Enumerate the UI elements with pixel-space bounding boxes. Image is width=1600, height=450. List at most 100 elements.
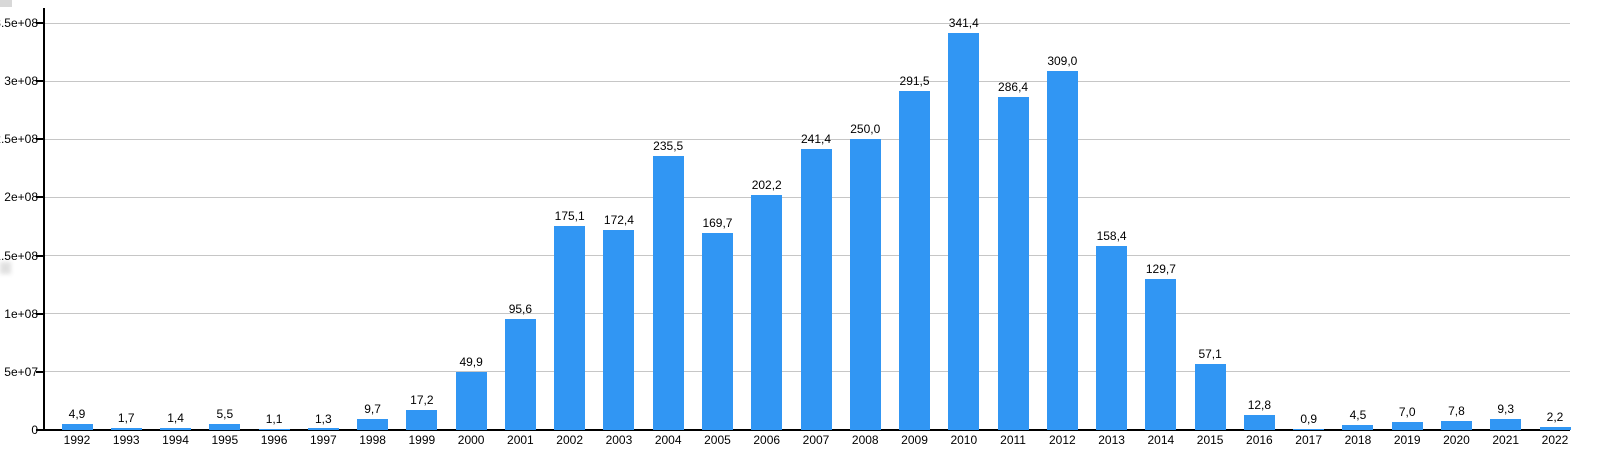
y-tick-label: 5e+07: [4, 364, 38, 379]
bar-value-label: 175,1: [554, 209, 585, 224]
x-tick-label: 1999: [408, 433, 436, 447]
x-tick-label: 2017: [1295, 433, 1322, 447]
gridline: [44, 22, 1570, 24]
x-tick-label: 2000: [457, 433, 485, 447]
bar-value-label: 158,4: [1096, 228, 1127, 243]
x-tick-label: 2004: [654, 433, 682, 447]
bar: [455, 371, 487, 430]
x-tick-label: 2006: [753, 433, 781, 447]
x-tick-label: 1998: [359, 433, 386, 447]
x-tick-label: 2016: [1246, 433, 1273, 447]
bar-value-label: 7,0: [1398, 404, 1416, 419]
y-tick: [36, 80, 44, 83]
gridline: [44, 138, 1570, 140]
bar-value-label: 286,4: [998, 79, 1029, 94]
bar: [899, 91, 931, 430]
bar: [701, 232, 733, 430]
x-tick-label: 2003: [605, 433, 633, 447]
y-tick-label: 2e+08: [4, 190, 38, 205]
bar: [1293, 428, 1325, 430]
x-tick-label: 2018: [1344, 433, 1372, 447]
bar: [554, 226, 586, 430]
bar-value-label: 9,3: [1497, 402, 1515, 417]
y-tick-label: 0: [31, 423, 38, 437]
x-tick-label: 2005: [704, 433, 731, 447]
bar-value-label: 1,3: [314, 411, 332, 426]
bar: [603, 229, 635, 430]
bar: [1145, 279, 1177, 430]
x-tick-label: 2008: [851, 433, 879, 447]
bar: [1490, 419, 1522, 430]
x-tick-label: 2001: [507, 433, 534, 447]
bar-value-label: 4,5: [1349, 407, 1367, 422]
bar-value-label: 309,0: [1047, 53, 1078, 68]
x-tick-label: 2007: [802, 433, 830, 447]
bar-value-label: 1,1: [265, 411, 283, 426]
x-tick-label: 2021: [1492, 433, 1520, 447]
corner-artifact: [0, 0, 12, 7]
bar: [1096, 245, 1128, 430]
y-tick-label: 3.5e+08: [0, 16, 38, 30]
bar-value-label: 5,5: [216, 406, 234, 421]
bar: [1440, 420, 1472, 430]
x-tick-label: 2002: [556, 433, 583, 447]
bar-value-label: 9,7: [364, 401, 381, 416]
bar: [652, 156, 684, 430]
y-tick: [36, 22, 44, 24]
bar: [997, 96, 1029, 430]
y-tick-label: 1e+08: [4, 306, 38, 321]
x-tick-label: 2010: [950, 433, 978, 447]
bar: [1539, 427, 1571, 430]
y-tick: [36, 312, 44, 315]
bar: [258, 428, 290, 430]
bar-value-label: 250,0: [850, 122, 881, 137]
bar-value-label: 0,9: [1300, 411, 1317, 426]
bar: [1194, 363, 1226, 430]
x-tick-label: 1993: [112, 433, 140, 447]
bar-value-label: 202,2: [751, 177, 782, 192]
y-tick: [36, 429, 44, 431]
x-tick-label: 2022: [1541, 433, 1569, 447]
bar-value-label: 172,4: [603, 212, 634, 227]
bar-value-label: 12,8: [1247, 398, 1272, 413]
bar-value-label: 2,2: [1546, 410, 1564, 425]
bar-value-label: 341,4: [948, 16, 979, 31]
bar: [110, 428, 142, 430]
x-tick-label: 2014: [1147, 433, 1175, 447]
bar: [849, 139, 881, 430]
y-axis-line: [43, 8, 45, 431]
bar: [1342, 424, 1374, 430]
bar: [751, 194, 783, 430]
y-tick-label: 2.5e+08: [0, 132, 38, 147]
bar: [406, 409, 438, 430]
bar-value-label: 291,5: [899, 74, 930, 89]
bar-value-label: 7,8: [1448, 403, 1465, 418]
x-tick-label: 2012: [1048, 433, 1076, 447]
bar-value-label: 95,6: [508, 301, 533, 316]
x-tick-label: 1995: [211, 433, 239, 447]
y-tick-label: 1.5e+08: [0, 248, 38, 263]
x-tick-label: 2009: [901, 433, 928, 447]
bar: [160, 428, 192, 430]
bar-value-label: 169,7: [702, 215, 733, 230]
bar-value-label: 241,4: [800, 132, 832, 147]
bar: [1391, 421, 1423, 430]
bar: [948, 33, 980, 430]
x-axis-line: [43, 429, 1570, 431]
x-tick-label: 2011: [1000, 433, 1026, 447]
x-tick-label: 1997: [309, 433, 337, 447]
y-tick: [36, 254, 44, 257]
y-tick: [36, 370, 44, 373]
bar-value-label: 235,5: [653, 139, 684, 154]
x-tick-label: 2019: [1393, 433, 1421, 447]
bar: [61, 424, 93, 430]
bar: [209, 423, 241, 430]
y-tick: [36, 196, 44, 199]
bar-value-label: 17,2: [410, 393, 434, 407]
bar: [504, 318, 536, 430]
x-tick-label: 2015: [1196, 433, 1224, 447]
bar-value-label: 1,7: [117, 411, 135, 426]
x-tick-label: 2013: [1098, 433, 1125, 447]
bar: [357, 418, 389, 430]
